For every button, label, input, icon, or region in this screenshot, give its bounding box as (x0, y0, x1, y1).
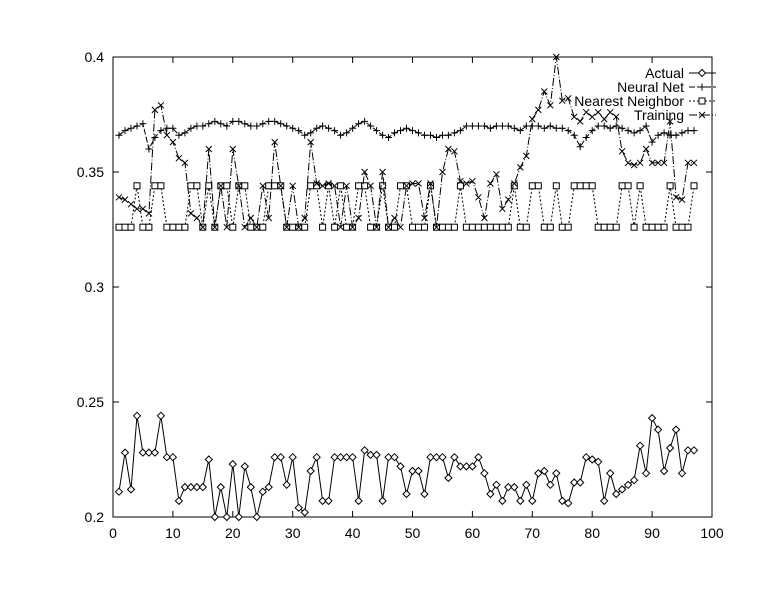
x-tick-label: 50 (405, 525, 421, 541)
y-tick-label: 0.4 (85, 49, 105, 65)
svg-text:Actual: Actual (645, 65, 684, 81)
series-neural-net-markers (115, 117, 698, 153)
svg-text:Nearest Neighbor: Nearest Neighbor (574, 93, 684, 109)
axis-ticks (112, 56, 713, 518)
y-tick-label: 0.35 (77, 164, 104, 180)
series-actual-markers (114, 411, 699, 522)
x-tick-label: 60 (465, 525, 481, 541)
axis-tick-labels: 0 10 20 30 40 50 60 70 80 90 100 0.2 0.25 0.3 0.35 0.4 (77, 49, 724, 541)
x-tick-label: 30 (285, 525, 301, 541)
legend-entry-nearest-neighbor: Nearest Neighbor (574, 93, 716, 109)
x-tick-label: 70 (525, 525, 541, 541)
x-tick-label: 100 (700, 525, 724, 541)
series-training (118, 56, 694, 229)
legend-entry-neural-net: Neural Net (617, 79, 716, 95)
series-actual (118, 415, 694, 518)
x-tick-label: 0 (109, 525, 117, 541)
x-tick-label: 90 (644, 525, 660, 541)
y-tick-label: 0.2 (85, 509, 105, 525)
y-tick-label: 0.25 (77, 394, 104, 410)
svg-text:Neural Net: Neural Net (617, 79, 684, 95)
svg-text:Training: Training (634, 107, 684, 123)
x-tick-label: 20 (225, 525, 241, 541)
legend-entry-training: Training (634, 107, 716, 123)
y-tick-label: 0.3 (85, 279, 105, 295)
legend-entry-actual: Actual (645, 65, 716, 81)
series-training-markers (115, 53, 698, 231)
x-tick-label: 40 (345, 525, 361, 541)
series-nearest-neighbor-markers (115, 182, 698, 231)
x-tick-label: 80 (584, 525, 600, 541)
x-tick-label: 10 (165, 525, 181, 541)
